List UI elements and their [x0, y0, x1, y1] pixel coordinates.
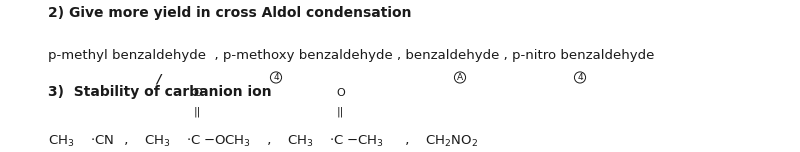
Text: $\cdot$C: $\cdot$C: [186, 134, 200, 147]
Text: p-methyl benzaldehyde  , p-methoxy benzaldehyde , benzaldehyde , p-nitro benzald: p-methyl benzaldehyde , p-methoxy benzal…: [48, 49, 654, 62]
Text: 4: 4: [577, 73, 583, 82]
Text: 3)  Stability of carbanion ion: 3) Stability of carbanion ion: [48, 85, 272, 99]
Text: O: O: [337, 88, 346, 98]
Text: ,: ,: [401, 134, 414, 147]
Text: 2) Give more yield in cross Aldol condensation: 2) Give more yield in cross Aldol conden…: [48, 6, 411, 20]
Text: ||: ||: [194, 106, 201, 117]
Text: ,: ,: [120, 134, 133, 147]
Text: CH$_3$: CH$_3$: [144, 134, 170, 149]
Text: CH$_3$: CH$_3$: [48, 134, 74, 149]
Text: ,: ,: [263, 134, 276, 147]
Text: $-$CH$_3$: $-$CH$_3$: [346, 134, 384, 149]
Text: /: /: [156, 73, 161, 86]
Text: CH$_3$: CH$_3$: [287, 134, 314, 149]
Text: A: A: [457, 73, 463, 82]
Text: $-$OCH$_3$: $-$OCH$_3$: [203, 134, 251, 149]
Text: 4: 4: [273, 73, 279, 82]
Text: O: O: [194, 88, 202, 98]
Text: ||: ||: [337, 106, 344, 117]
Text: CH$_2$NO$_2$: CH$_2$NO$_2$: [425, 134, 478, 149]
Text: $\cdot$C: $\cdot$C: [329, 134, 343, 147]
Text: $\cdot$CN: $\cdot$CN: [90, 134, 114, 147]
